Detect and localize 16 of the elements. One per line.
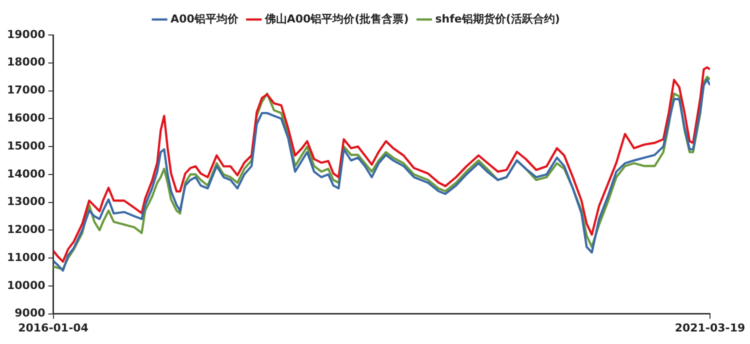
- y-tick-label: 13000: [6, 195, 46, 208]
- x-tick-label: 2021-03-19: [674, 321, 746, 334]
- y-tick-label: 14000: [6, 167, 46, 180]
- y-tick-label: 10000: [6, 278, 46, 292]
- y-tick-label: 9000: [14, 306, 46, 320]
- legend-label: 佛山A00铝平均价(批售含票): [264, 12, 409, 26]
- y-tick-label: 19000: [6, 28, 46, 41]
- legend-label: shfe铝期货价(活跃合约): [435, 12, 560, 26]
- y-tick-label: 15000: [6, 139, 46, 152]
- y-tick-label: 16000: [6, 112, 46, 124]
- y-tick-label: 12000: [6, 223, 46, 236]
- x-tick-label: 2016-01-04: [18, 321, 89, 334]
- y-tick-label: 18000: [6, 56, 46, 69]
- y-tick-label: 17000: [6, 84, 46, 97]
- legend-label: A00铝平均价: [170, 12, 240, 26]
- y-tick-label: 11000: [6, 250, 46, 264]
